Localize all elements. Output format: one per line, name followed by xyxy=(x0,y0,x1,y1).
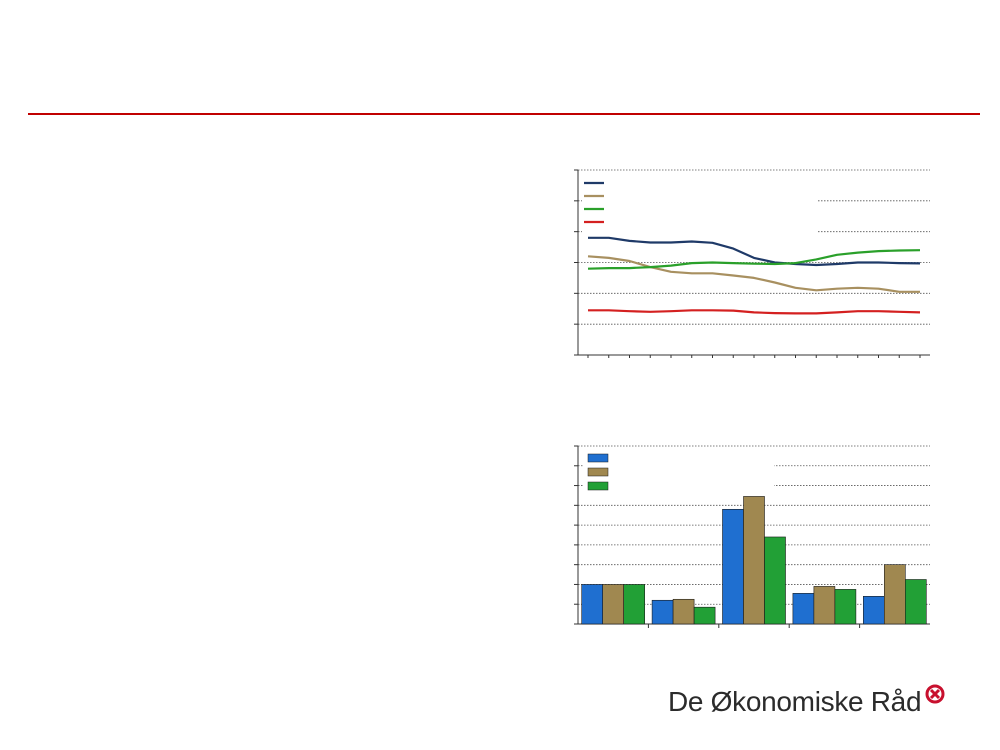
line-chart xyxy=(574,169,930,358)
bar-s1-c2 xyxy=(651,599,674,625)
bar-s3-c1 xyxy=(623,584,646,625)
bar-s2-c2 xyxy=(672,598,695,625)
brand-name: De Økonomiske Råd xyxy=(668,686,922,717)
bar-s1-c3 xyxy=(722,508,744,625)
title-divider xyxy=(28,113,980,115)
bar-s2-c3 xyxy=(743,496,765,625)
bar-s2-c4 xyxy=(813,586,836,625)
ring-cross-logo-icon xyxy=(925,684,945,704)
brand-footer: De Økonomiske Råd xyxy=(668,684,958,734)
bar-s1-c4 xyxy=(792,593,815,625)
bar-chart xyxy=(574,445,930,628)
bar-s2-c5 xyxy=(883,564,906,625)
legend-box xyxy=(584,450,774,496)
bar-s2-c1 xyxy=(602,584,625,625)
legend-swatch-2 xyxy=(587,467,609,477)
bar-s3-c4 xyxy=(834,589,857,625)
series-line-1 xyxy=(588,236,921,267)
series-line-3 xyxy=(587,249,921,270)
bar-s3-c5 xyxy=(904,579,927,625)
legend-box xyxy=(582,176,818,236)
series-line-2 xyxy=(587,255,920,293)
bar-s1-c1 xyxy=(581,584,604,625)
bar-s1-c5 xyxy=(862,596,885,625)
bar-s3-c3 xyxy=(764,536,786,625)
legend-swatch-3 xyxy=(587,481,609,491)
series-line-4 xyxy=(588,309,921,315)
legend-swatch-1 xyxy=(587,453,609,463)
bar-s3-c2 xyxy=(693,606,716,625)
